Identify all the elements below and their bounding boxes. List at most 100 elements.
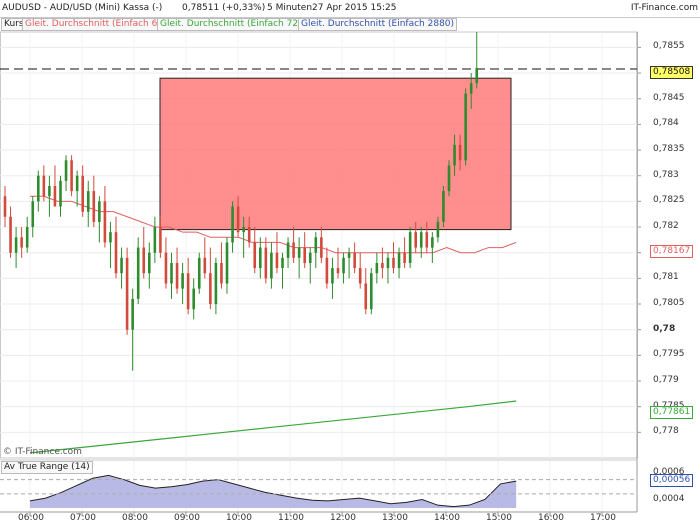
y-tick-label: 0,781 xyxy=(653,272,679,283)
candle-body xyxy=(220,262,223,284)
last-price-tag: 0,78508 xyxy=(650,66,694,79)
candle-body xyxy=(48,185,51,197)
candle-body xyxy=(436,221,440,238)
y-tick-label: 0,78 xyxy=(653,323,676,334)
candle-body xyxy=(120,257,123,274)
candle-body xyxy=(9,216,12,253)
y-tick-label: 0,7835 xyxy=(653,144,685,155)
legend-ma720[interactable]: Gleit. Durchschnitt (Einfach 720) xyxy=(157,18,311,31)
x-tick-label: 11:00 xyxy=(278,513,304,523)
candle-body xyxy=(20,237,23,248)
ma60-line xyxy=(30,195,517,254)
candle-body xyxy=(325,257,329,284)
brand-label: IT-Finance.com xyxy=(630,3,698,13)
candle-body xyxy=(197,257,201,289)
candle-body xyxy=(447,165,451,192)
datetime-label: 27 Apr 2015 15:25 xyxy=(312,3,397,13)
candle-body xyxy=(81,175,84,212)
candle-body xyxy=(386,257,390,269)
candle-body xyxy=(225,242,229,284)
candle-body xyxy=(375,262,379,274)
legend-ma2880[interactable]: Gleit. Durchschnitt (Einfach 2880) xyxy=(298,18,458,31)
candle-body xyxy=(136,247,140,299)
candle-body xyxy=(397,252,401,269)
x-tick-label: 16:00 xyxy=(538,513,564,523)
x-tick-label: 17:00 xyxy=(590,513,616,523)
y-tick-label: 0,7795 xyxy=(653,349,685,360)
candle-body xyxy=(370,273,373,310)
y-tick-label: 0,783 xyxy=(653,169,679,180)
candle-body xyxy=(131,298,134,330)
candle-body xyxy=(181,273,184,289)
atr-lower-tick: 0,0004 xyxy=(653,494,685,504)
x-tick-label: 13:00 xyxy=(382,513,408,523)
ma720-line xyxy=(29,400,517,454)
candle-body xyxy=(392,257,395,269)
candle-body xyxy=(231,206,234,243)
candle-body xyxy=(109,232,112,243)
candle-body xyxy=(353,252,356,269)
candle-body xyxy=(342,257,345,274)
symbol-title: AUDUSD - AUD/USD (Mini) Kassa (-) xyxy=(2,3,163,13)
candle-body xyxy=(270,252,273,279)
candle-body xyxy=(170,262,173,284)
candle-body xyxy=(425,232,429,248)
candle-body xyxy=(292,242,295,258)
candle-body xyxy=(275,252,279,269)
interval-label: 5 Minuten xyxy=(267,3,313,13)
candle-body xyxy=(42,175,46,197)
candle-body xyxy=(86,191,90,212)
candle-body xyxy=(242,227,245,233)
x-tick-label: 15:00 xyxy=(486,513,512,523)
y-tick-label: 0,782 xyxy=(653,221,679,232)
candle-body xyxy=(53,185,57,207)
ma720-price-tag: 0,77861 xyxy=(650,406,694,419)
candle-body xyxy=(297,247,301,258)
candle-body xyxy=(203,257,207,274)
watermark: © IT-Finance.com xyxy=(3,447,82,457)
resistance-zone xyxy=(159,77,512,231)
atr-label[interactable]: Av True Range (14) xyxy=(1,461,93,474)
candle-body xyxy=(153,227,157,253)
candle-body xyxy=(414,232,417,248)
candle-body xyxy=(320,237,323,258)
y-tick-label: 0,7845 xyxy=(653,92,685,103)
candle-body xyxy=(358,268,362,284)
candle-body xyxy=(186,273,190,310)
candle-body xyxy=(214,262,218,305)
x-tick-label: 14:00 xyxy=(434,513,460,523)
x-tick-label: 07:00 xyxy=(70,513,96,523)
y-tick-label: 0,7825 xyxy=(653,195,685,206)
x-tick-label: 10:00 xyxy=(226,513,252,523)
y-tick-label: 0,779 xyxy=(653,375,679,385)
candle-body xyxy=(403,252,406,263)
candle-body xyxy=(64,160,68,181)
atr-area xyxy=(30,475,517,508)
legend-ma60[interactable]: Gleit. Durchschnitt (Einfach 60) xyxy=(22,18,170,31)
candle-body xyxy=(475,67,479,84)
ma60-price-tag: 0,78167 xyxy=(650,245,694,258)
candle-body xyxy=(92,191,96,222)
candle-body xyxy=(303,247,306,263)
chart-header: AUDUSD - AUD/USD (Mini) Kassa (-) 0,7851… xyxy=(0,0,700,18)
candle-body xyxy=(148,252,151,274)
candle-body xyxy=(408,232,412,263)
y-tick-label: 0,778 xyxy=(653,426,679,437)
y-tick-label: 0,7855 xyxy=(653,41,685,52)
candle-body xyxy=(3,196,7,217)
candle-body xyxy=(419,232,423,248)
candle-body xyxy=(253,242,257,269)
candle-body xyxy=(431,237,434,248)
candle-body xyxy=(281,257,284,269)
candle-body xyxy=(442,191,445,222)
candle-body xyxy=(458,144,462,161)
candle-body xyxy=(469,83,473,94)
x-tick-label: 09:00 xyxy=(174,513,200,523)
atr-upper-tick: 0,0006 xyxy=(653,467,685,477)
candle-body xyxy=(314,237,318,253)
candle-body xyxy=(259,247,262,269)
candle-body xyxy=(236,206,240,233)
candle-body xyxy=(247,227,251,243)
candle-body xyxy=(364,283,368,310)
